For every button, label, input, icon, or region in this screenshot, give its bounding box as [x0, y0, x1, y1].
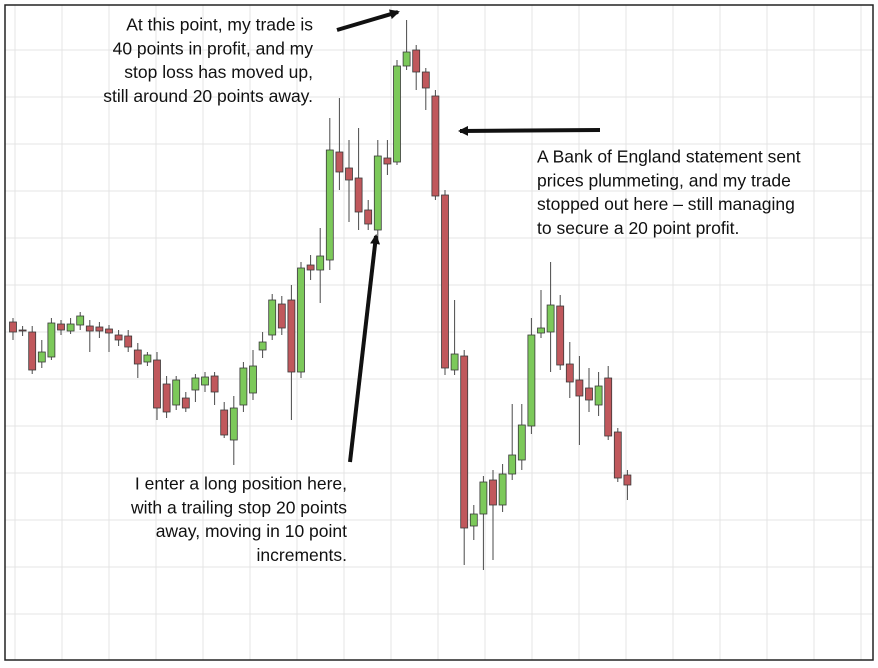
candle-body [441, 194, 449, 369]
candle-body [143, 354, 152, 363]
annotation-line: 40 points in profit, and my [113, 38, 314, 58]
candle-body [393, 65, 401, 163]
frame [4, 4, 874, 661]
candle-body [172, 379, 181, 406]
annotation-line: stopped out here – still managing [537, 194, 795, 214]
annotation-line: At this point, my trade is [126, 15, 313, 35]
candle-body [105, 328, 113, 334]
candle-body [623, 474, 632, 486]
candle-body [364, 209, 373, 225]
candle-body [316, 255, 325, 271]
candle-body [76, 315, 85, 326]
candle-body [18, 329, 27, 332]
candle-body [546, 304, 555, 333]
candle-body [229, 407, 238, 441]
candle-body [239, 367, 248, 406]
candle-body [479, 481, 488, 515]
annotation-line: to secure a 20 point profit. [537, 218, 739, 238]
candle-body [335, 151, 344, 173]
candle-body [527, 334, 536, 427]
annotation-line: prices plummeting, and my trade [537, 170, 791, 190]
candle-body [9, 321, 17, 333]
candle-body [585, 387, 593, 401]
candle-body [489, 479, 497, 506]
candle-body [556, 305, 565, 366]
candle-body [210, 375, 219, 393]
candle-body [383, 157, 392, 165]
candle-body [613, 431, 622, 479]
candle-body [537, 327, 545, 334]
candle-body [450, 353, 459, 371]
annotation-line: increments. [257, 545, 347, 565]
annotation-line: I enter a long position here, [135, 474, 347, 494]
candle-body [95, 326, 104, 332]
candle-body [460, 355, 469, 529]
annotation-line: stop loss has moved up, [124, 62, 313, 82]
candle-body [268, 299, 277, 336]
candle-body [277, 303, 286, 329]
candle-body [431, 95, 440, 197]
candle-body [421, 71, 430, 89]
candle-body [325, 149, 334, 261]
candle-body [57, 323, 65, 331]
candle-body [402, 51, 411, 67]
candle-body [575, 379, 584, 397]
candle-body [85, 325, 94, 332]
annotation-line: with a trailing stop 20 points [130, 497, 347, 517]
candle-body [66, 323, 75, 332]
arrow [458, 125, 601, 136]
candle-body [287, 299, 296, 373]
candle-body [412, 49, 421, 73]
candle-body [306, 264, 315, 271]
candle-body [354, 177, 363, 213]
candle-body [498, 473, 507, 506]
candle-body [258, 341, 267, 351]
candle-body [517, 424, 526, 461]
candle-body [191, 377, 200, 391]
candle-body [469, 513, 478, 527]
candle-body [594, 385, 603, 406]
arrow [348, 234, 381, 463]
candle-body [201, 376, 209, 386]
candle-body [181, 397, 190, 409]
candle-body [345, 167, 353, 181]
candle-body [162, 383, 171, 413]
annotation-line: still around 20 points away. [103, 86, 313, 106]
candle-body [508, 454, 517, 475]
arrow [336, 9, 400, 32]
candle-body [37, 351, 46, 363]
candle-body [114, 334, 123, 341]
candle-body [373, 155, 382, 231]
candle-body [28, 331, 37, 371]
candle-body [133, 349, 142, 365]
annotation-line: away, moving in 10 point [156, 521, 347, 541]
candle-body [47, 322, 56, 358]
annotation-line: A Bank of England statement sent [537, 147, 801, 167]
candle-body [565, 363, 574, 383]
candle-body [604, 377, 613, 437]
candle-body [153, 359, 161, 409]
candle-body [124, 335, 133, 348]
candle-body [220, 409, 229, 436]
candle-body [249, 365, 257, 394]
candle-body [297, 267, 305, 373]
